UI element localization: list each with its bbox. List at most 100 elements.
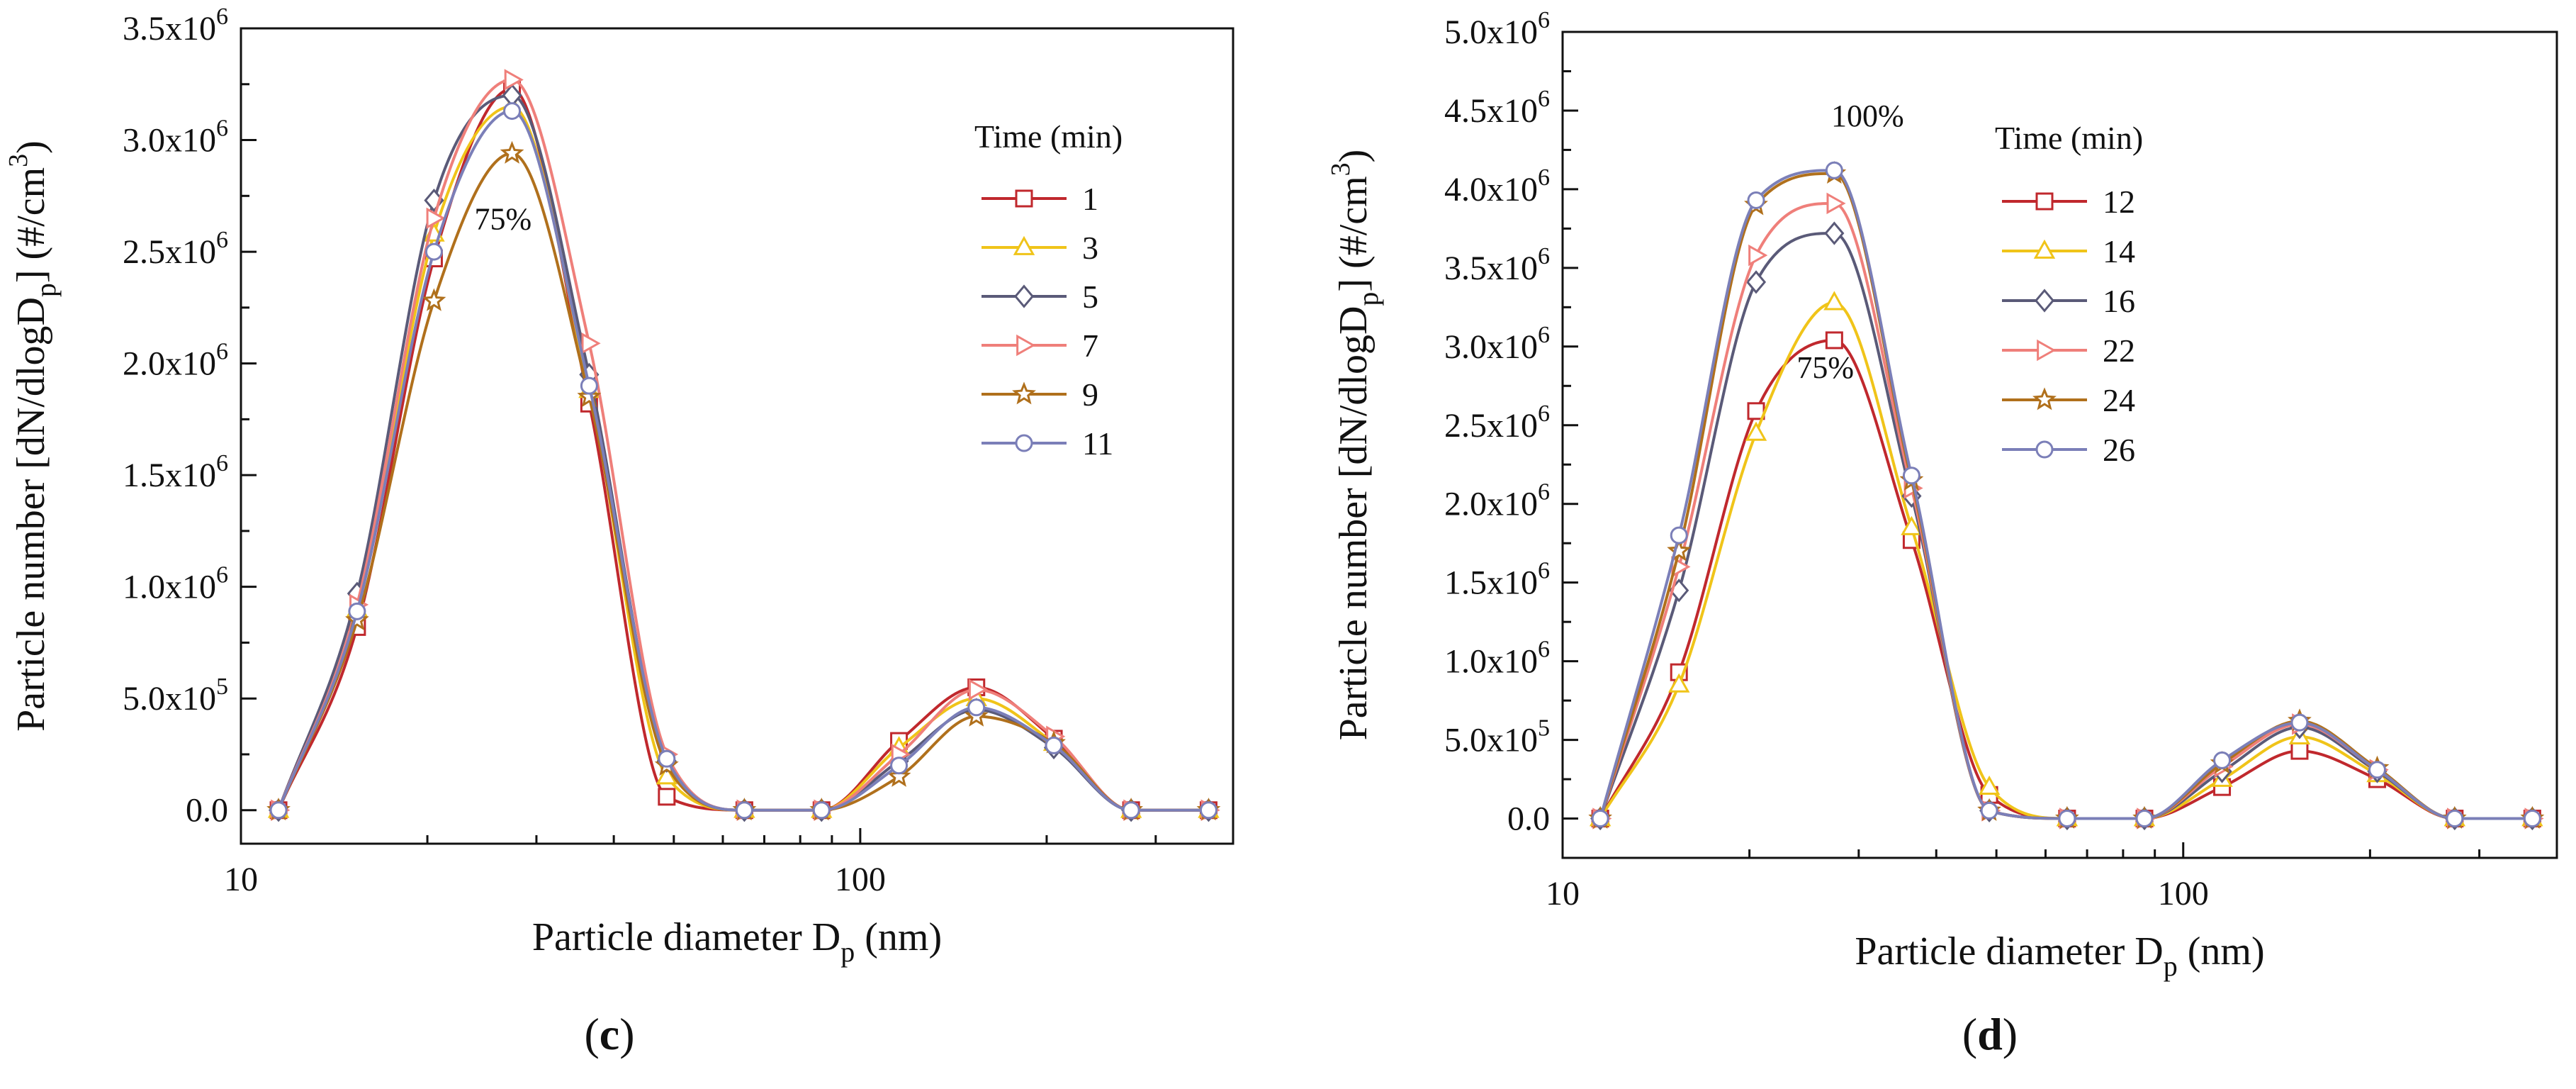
data-point bbox=[1045, 736, 1063, 754]
series-26 bbox=[1591, 161, 2541, 828]
data-point bbox=[424, 242, 443, 261]
data-point bbox=[1901, 515, 1923, 535]
legend-item-5: 5 bbox=[982, 279, 1098, 315]
legend-label: 26 bbox=[2103, 432, 2135, 468]
plot-frame bbox=[1561, 30, 2558, 859]
legend-label: 22 bbox=[2103, 333, 2135, 369]
legend-item-16: 16 bbox=[2002, 283, 2135, 319]
legend-label: 14 bbox=[2103, 233, 2135, 269]
data-point bbox=[2135, 810, 2154, 828]
annotation-label: 75% bbox=[475, 202, 532, 237]
series-line bbox=[277, 78, 1209, 812]
data-point bbox=[658, 749, 676, 768]
y-tick-label: 3.5x106 bbox=[123, 4, 228, 48]
series-1 bbox=[269, 79, 1217, 820]
series-7 bbox=[271, 69, 1220, 821]
y-tick-label: 3.0x106 bbox=[1444, 322, 1550, 366]
series-16 bbox=[1590, 221, 2543, 831]
legend-item-11: 11 bbox=[982, 425, 1113, 462]
data-point bbox=[1745, 421, 1767, 441]
legend-marker bbox=[1013, 284, 1035, 308]
legend-marker bbox=[2032, 387, 2057, 411]
y-tick-label: 2.5x106 bbox=[123, 227, 228, 271]
series-line bbox=[277, 94, 1209, 812]
data-point bbox=[2446, 810, 2464, 828]
legend-marker bbox=[1015, 434, 1033, 452]
series-line bbox=[1599, 338, 2533, 820]
series-12 bbox=[1591, 331, 2541, 828]
series-9 bbox=[266, 140, 1221, 821]
y-tick-label: 1.0x106 bbox=[123, 562, 228, 606]
data-point bbox=[1122, 801, 1140, 820]
legend-label: 16 bbox=[2103, 283, 2135, 319]
y-tick-label: 5.0x105 bbox=[123, 674, 228, 717]
series-5 bbox=[268, 83, 1219, 822]
legend-item-12: 12 bbox=[2002, 184, 2135, 220]
legend-item-14: 14 bbox=[2002, 233, 2135, 269]
data-point bbox=[1591, 810, 1609, 828]
data-point bbox=[1745, 270, 1767, 294]
x-tick-label: 10 bbox=[224, 861, 258, 898]
y-tick-label: 1.0x106 bbox=[1444, 637, 1550, 681]
data-point bbox=[1668, 673, 1690, 693]
x-axis-label: Particle diameter Dp (nm) bbox=[532, 915, 942, 968]
series-line bbox=[277, 105, 1209, 812]
legend-marker bbox=[2037, 339, 2057, 362]
data-point bbox=[735, 801, 753, 820]
legend-item-3: 3 bbox=[982, 230, 1098, 266]
series-line bbox=[277, 87, 1209, 812]
x-tick-label: 100 bbox=[2158, 875, 2209, 912]
legend: Time (min) 12 14 16 22 24 26 bbox=[1995, 120, 2143, 468]
legend-item-24: 24 bbox=[2002, 382, 2135, 418]
series-22 bbox=[1592, 192, 2544, 830]
data-point bbox=[967, 698, 986, 717]
data-point bbox=[581, 333, 601, 354]
legend: Time (min) 1 3 5 7 9 11 bbox=[974, 118, 1123, 462]
y-tick-label: 4.0x106 bbox=[1444, 164, 1550, 208]
data-point bbox=[1670, 526, 1688, 544]
data-point bbox=[580, 376, 598, 395]
legend-title: Time (min) bbox=[1995, 120, 2143, 156]
y-tick-label: 2.5x106 bbox=[1444, 401, 1550, 445]
series-line bbox=[277, 152, 1209, 812]
legend-item-9: 9 bbox=[982, 376, 1098, 413]
data-point bbox=[1902, 467, 1920, 485]
y-tick-label: 2.0x106 bbox=[123, 339, 228, 383]
chart-panel-c: 10 100 0.0 5.0x105 1.0x106 1.5x106 2.0x106 2.5x… bbox=[4, 4, 1234, 1059]
data-point bbox=[426, 207, 446, 230]
data-point bbox=[348, 602, 366, 620]
data-point bbox=[1978, 775, 2001, 795]
legend-label: 11 bbox=[1082, 425, 1113, 462]
legend-title: Time (min) bbox=[974, 118, 1123, 155]
legend-marker bbox=[2035, 192, 2054, 211]
data-point bbox=[2290, 713, 2309, 732]
legend-label: 24 bbox=[2103, 382, 2135, 418]
legend-label: 3 bbox=[1082, 230, 1098, 266]
y-tick-label: 3.5x106 bbox=[1444, 243, 1550, 287]
legend-marker bbox=[2035, 440, 2054, 459]
series-line bbox=[1599, 301, 2533, 820]
legend-item-22: 22 bbox=[2002, 333, 2135, 369]
data-point bbox=[1825, 331, 1843, 350]
series-line bbox=[1599, 172, 2533, 820]
legend-marker bbox=[1016, 334, 1036, 357]
x-axis-label: Particle diameter Dp (nm) bbox=[1855, 929, 2264, 982]
data-point bbox=[269, 801, 288, 820]
series-line bbox=[277, 109, 1209, 812]
chart-panel-d: 10 100 0.0 5.0x105 1.0x106 1.5x106 2.0x106 2.5x… bbox=[1326, 7, 2558, 1059]
legend-marker bbox=[1015, 189, 1033, 208]
y-tick-label: 1.5x106 bbox=[1444, 558, 1550, 602]
series-3 bbox=[267, 95, 1220, 818]
legend-marker bbox=[2033, 239, 2056, 259]
data-point bbox=[890, 756, 909, 775]
data-point bbox=[1667, 538, 1692, 562]
y-axis-ticks: 0.0 5.0x105 1.0x106 1.5x106 2.0x106 2.5x106 3.… bbox=[1444, 7, 1578, 838]
data-point bbox=[2213, 751, 2232, 769]
y-tick-label: 1.5x106 bbox=[123, 450, 228, 494]
series-line bbox=[1599, 232, 2533, 820]
panel-label: (d) bbox=[1962, 1009, 2018, 1059]
legend-label: 9 bbox=[1082, 376, 1098, 413]
y-tick-label: 0.0 bbox=[186, 792, 228, 830]
data-point bbox=[1980, 801, 1998, 820]
data-point bbox=[2058, 810, 2076, 828]
